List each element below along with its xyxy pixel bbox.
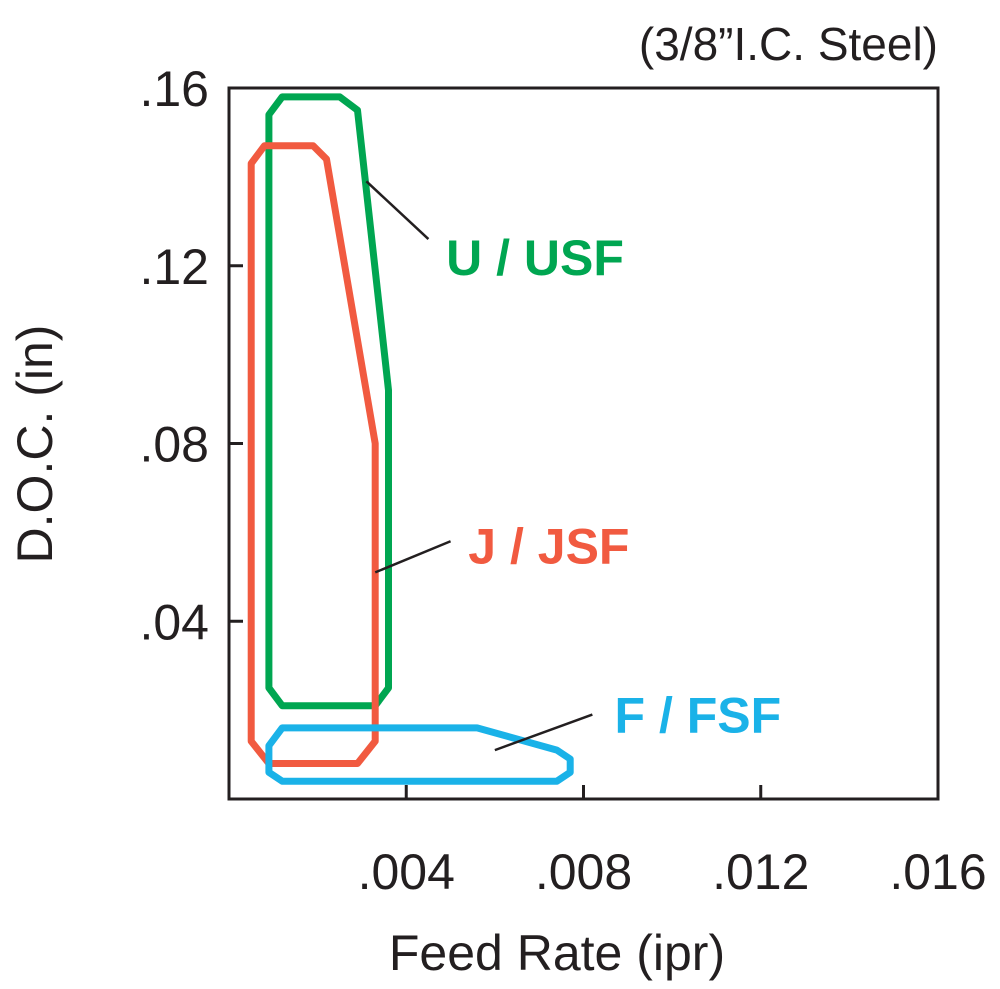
x-axis-ticks: .004 .008 .012 .016 [358,785,987,900]
region-f-fsf [265,724,574,785]
regions [247,93,574,785]
region-u-usf [265,93,392,710]
label-f-fsf: F / FSF [615,688,782,744]
y-tick-label: .16 [139,61,209,117]
y-tick-label: .08 [139,417,209,473]
region-j-jsf [247,142,379,767]
label-j-jsf: J / JSF [468,519,629,575]
x-tick-label: .008 [535,844,632,900]
x-axis-title: Feed Rate (ipr) [389,925,725,981]
x-tick-label: .004 [358,844,455,900]
chart-title: (3/8”I.C. Steel) [639,18,938,70]
y-axis-title: D.O.C. (in) [7,325,63,564]
y-tick-label: .12 [139,239,209,295]
x-tick-label: .016 [889,844,986,900]
region-labels: U / USF J / JSF F / FSF [446,230,781,744]
y-axis-ticks: .04 .08 .12 .16 [139,61,243,650]
leader-u-usf [365,180,430,241]
leader-j-jsf [374,540,452,574]
y-tick-label: .04 [139,594,209,650]
leader-lines [365,180,593,752]
x-tick-label: .012 [712,844,809,900]
leader-f-fsf [494,713,593,752]
label-u-usf: U / USF [446,230,624,286]
